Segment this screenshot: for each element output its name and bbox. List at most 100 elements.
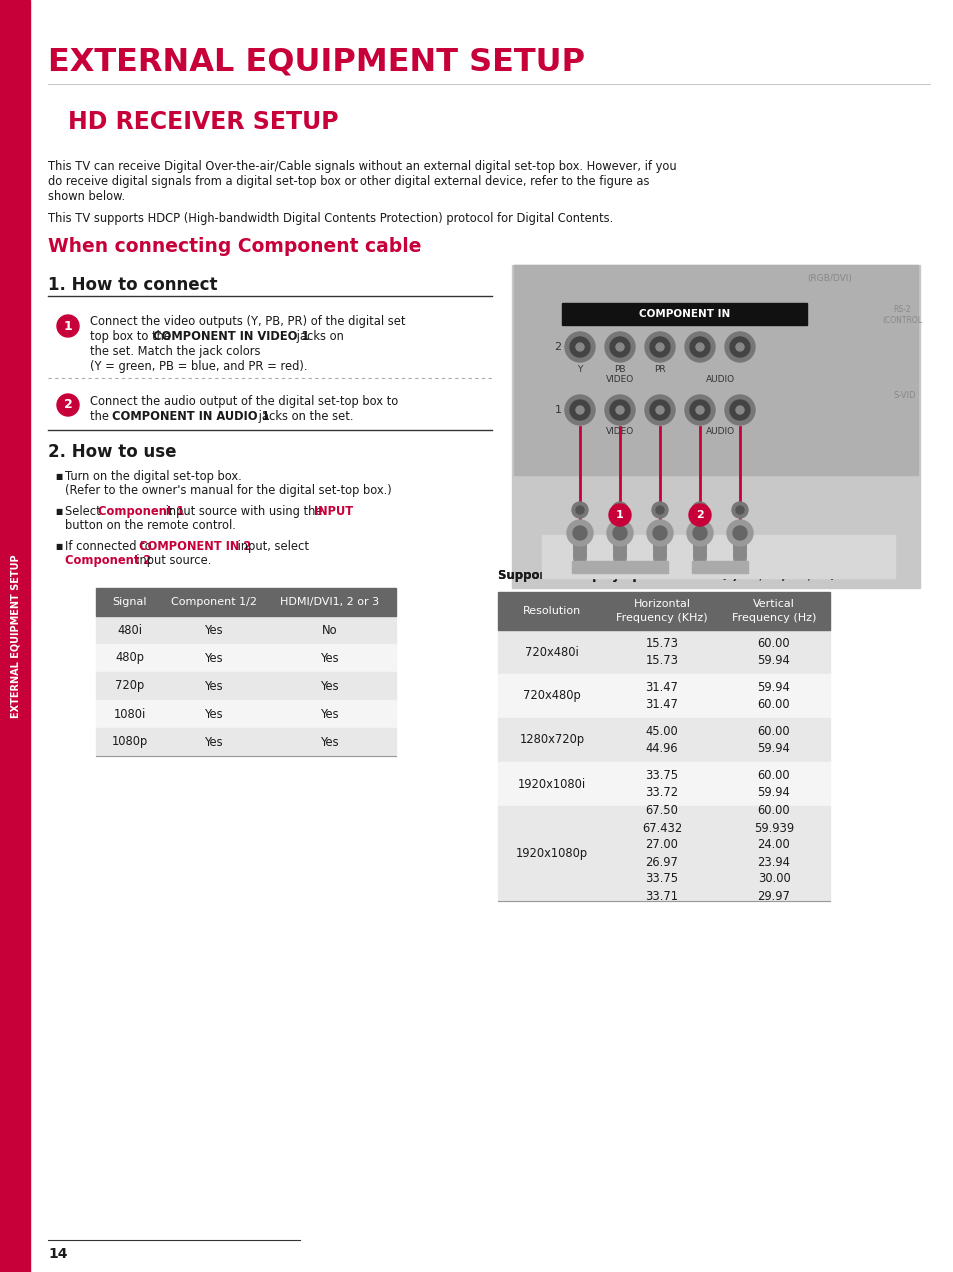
Bar	[96, 588, 395, 616]
Text: input source.: input source.	[129, 555, 212, 567]
Text: This TV can receive Digital Over-the-air/Cable signals without an external digit: This TV can receive Digital Over-the-air…	[48, 160, 676, 173]
Text: Yes: Yes	[205, 651, 223, 664]
Circle shape	[689, 399, 709, 420]
Text: input, select: input, select	[233, 541, 309, 553]
Circle shape	[576, 406, 583, 413]
Text: jacks on the set.: jacks on the set.	[254, 410, 354, 424]
Text: (Refer to the owner's manual for the digital set-top box.): (Refer to the owner's manual for the dig…	[65, 485, 392, 497]
Circle shape	[696, 343, 703, 351]
Text: Component 2: Component 2	[65, 555, 152, 567]
Circle shape	[696, 406, 703, 413]
Circle shape	[572, 502, 587, 518]
Text: 33.75
33.72: 33.75 33.72	[645, 770, 678, 799]
Text: Component 1: Component 1	[98, 505, 184, 518]
Circle shape	[729, 399, 749, 420]
Text: 1080p: 1080p	[112, 735, 148, 748]
Text: RS-2
(CONTROL: RS-2 (CONTROL	[882, 305, 921, 326]
Text: 60.00
59.94: 60.00 59.94	[757, 637, 789, 667]
Circle shape	[613, 527, 626, 541]
Text: do receive digital signals from a digital set-top box or other digital external : do receive digital signals from a digita…	[48, 176, 649, 188]
Text: 60.00
59.94: 60.00 59.94	[757, 770, 789, 799]
Text: input source with using the: input source with using the	[162, 505, 326, 518]
Text: If connected to: If connected to	[65, 541, 155, 553]
Circle shape	[684, 396, 714, 425]
Text: HD RECEIVER SETUP: HD RECEIVER SETUP	[68, 109, 338, 134]
Circle shape	[604, 396, 635, 425]
Circle shape	[652, 527, 666, 541]
Circle shape	[656, 343, 663, 351]
Text: 14: 14	[48, 1247, 68, 1261]
Text: button on the remote control.: button on the remote control.	[65, 519, 235, 532]
Text: shown below.: shown below.	[48, 190, 125, 204]
Circle shape	[576, 506, 583, 514]
Bar	[572, 561, 667, 572]
Text: No: No	[322, 623, 337, 636]
Text: (RGB/DVI): (RGB/DVI)	[807, 275, 852, 284]
Text: 1: 1	[64, 319, 72, 332]
Text: HDMI/DVI1, 2 or 3: HDMI/DVI1, 2 or 3	[280, 597, 379, 607]
Circle shape	[57, 394, 79, 416]
Text: Supported Display Specifications (Y, CB/PB, CR/PR): Supported Display Specifications (Y, CB/…	[497, 570, 835, 583]
Text: 720x480p: 720x480p	[522, 689, 580, 702]
Circle shape	[656, 406, 663, 413]
Text: jacks on: jacks on	[293, 329, 343, 343]
Circle shape	[616, 406, 623, 413]
Text: Yes: Yes	[205, 707, 223, 720]
Bar	[96, 644, 395, 672]
Circle shape	[564, 332, 595, 363]
Bar	[497, 806, 829, 901]
Text: EXTERNAL EQUIPMENT SETUP: EXTERNAL EQUIPMENT SETUP	[10, 555, 20, 717]
Text: Yes: Yes	[320, 679, 339, 692]
Circle shape	[726, 520, 752, 546]
Bar	[96, 700, 395, 728]
Circle shape	[656, 506, 663, 514]
Text: 67.50
67.432
27.00
26.97
33.75
33.71: 67.50 67.432 27.00 26.97 33.75 33.71	[641, 804, 681, 903]
Circle shape	[729, 337, 749, 357]
Circle shape	[688, 504, 710, 527]
Circle shape	[692, 527, 706, 541]
Circle shape	[608, 504, 630, 527]
Circle shape	[644, 332, 675, 363]
Circle shape	[731, 502, 747, 518]
Bar	[96, 728, 395, 756]
Text: Yes: Yes	[205, 679, 223, 692]
Text: (Y = green, PB = blue, and PR = red).: (Y = green, PB = blue, and PR = red).	[90, 360, 307, 373]
Text: Component 1/2: Component 1/2	[171, 597, 256, 607]
Circle shape	[724, 396, 754, 425]
Text: S-VID: S-VID	[893, 391, 915, 399]
Text: 2: 2	[696, 510, 703, 520]
Text: Vertical
Frequency (Hz): Vertical Frequency (Hz)	[731, 599, 816, 622]
Text: top box to the: top box to the	[90, 329, 174, 343]
Bar	[497, 717, 829, 762]
Text: COMPONENT IN: COMPONENT IN	[639, 309, 729, 319]
Circle shape	[612, 502, 627, 518]
Circle shape	[564, 396, 595, 425]
Text: Y: Y	[577, 365, 582, 374]
Text: Yes: Yes	[320, 651, 339, 664]
Text: 1: 1	[554, 404, 561, 415]
Text: Turn on the digital set-top box.: Turn on the digital set-top box.	[65, 469, 241, 483]
Bar	[497, 762, 829, 806]
Text: ■: ■	[55, 542, 62, 551]
Text: 1. How to connect: 1. How to connect	[48, 276, 217, 294]
Text: VIDEO: VIDEO	[605, 375, 634, 384]
Text: 1280x720p: 1280x720p	[518, 734, 584, 747]
Circle shape	[696, 506, 703, 514]
Text: Resolution: Resolution	[522, 605, 580, 616]
Circle shape	[646, 520, 672, 546]
Text: 720x480i: 720x480i	[524, 645, 578, 659]
Text: ■: ■	[55, 508, 62, 516]
Bar	[691, 561, 747, 572]
Text: Signal: Signal	[112, 597, 147, 607]
Text: 60.00
59.94: 60.00 59.94	[757, 725, 789, 756]
Text: 480i: 480i	[117, 623, 142, 636]
Text: Connect the audio output of the digital set-top box to: Connect the audio output of the digital …	[90, 396, 397, 408]
Circle shape	[609, 399, 629, 420]
Text: Horizontal
Frequency (KHz): Horizontal Frequency (KHz)	[616, 599, 707, 622]
Text: VIDEO: VIDEO	[605, 427, 634, 436]
Circle shape	[616, 343, 623, 351]
Text: AUDIO: AUDIO	[704, 427, 734, 436]
Text: COMPONENT IN VIDEO 1: COMPONENT IN VIDEO 1	[152, 329, 309, 343]
Circle shape	[724, 332, 754, 363]
Text: 59.94
60.00: 59.94 60.00	[757, 681, 789, 711]
